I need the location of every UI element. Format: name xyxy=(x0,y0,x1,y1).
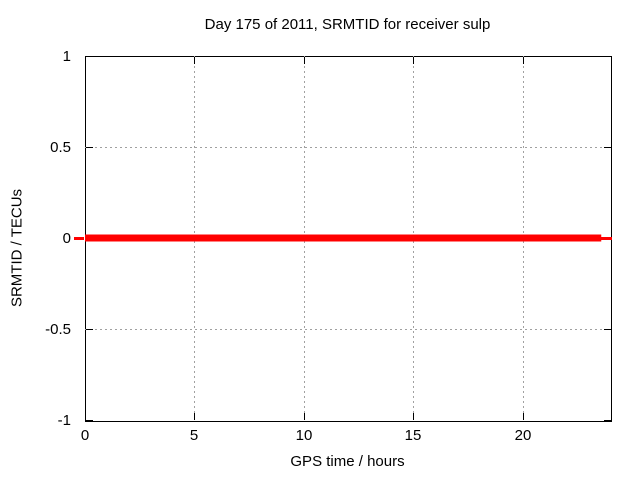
x-tick-mark-top xyxy=(523,57,524,64)
y-tick-mark-right xyxy=(604,56,611,57)
chart-title: Day 175 of 2011, SRMTID for receiver sul… xyxy=(204,16,491,33)
y-tick-label: -0.5 xyxy=(45,321,71,338)
series-endcap-right xyxy=(601,237,612,240)
x-tick-label: 10 xyxy=(295,427,313,444)
y-tick-mark xyxy=(86,420,93,421)
y-tick-mark xyxy=(86,56,93,57)
series-endcap-left xyxy=(74,237,84,240)
gridline-horizontal xyxy=(85,329,610,330)
x-axis-label: GPS time / hours xyxy=(290,453,405,470)
x-tick-mark-top xyxy=(413,57,414,64)
y-tick-mark xyxy=(86,329,93,330)
y-tick-label: 0 xyxy=(62,230,71,247)
x-tick-label: 20 xyxy=(514,427,532,444)
y-tick-label: -1 xyxy=(57,412,71,429)
x-tick-mark xyxy=(304,413,305,420)
y-tick-mark-right xyxy=(604,420,611,421)
series-line-srmtid xyxy=(85,234,602,242)
y-tick-mark xyxy=(86,147,93,148)
x-tick-mark xyxy=(194,413,195,420)
x-tick-mark-top xyxy=(304,57,305,64)
x-tick-label: 15 xyxy=(404,427,422,444)
x-tick-mark xyxy=(523,413,524,420)
gridline-horizontal xyxy=(85,147,610,148)
x-tick-label: 0 xyxy=(80,427,90,444)
y-tick-label: 0.5 xyxy=(50,139,71,156)
x-tick-label: 5 xyxy=(189,427,199,444)
x-tick-mark xyxy=(85,413,86,420)
x-tick-mark-top xyxy=(194,57,195,64)
y-axis-label: SRMTID / TECUs xyxy=(8,188,26,308)
x-tick-mark-top xyxy=(85,57,86,64)
y-tick-mark-right xyxy=(604,147,611,148)
y-tick-label: 1 xyxy=(62,48,71,65)
y-tick-mark-right xyxy=(604,329,611,330)
x-tick-mark xyxy=(413,413,414,420)
